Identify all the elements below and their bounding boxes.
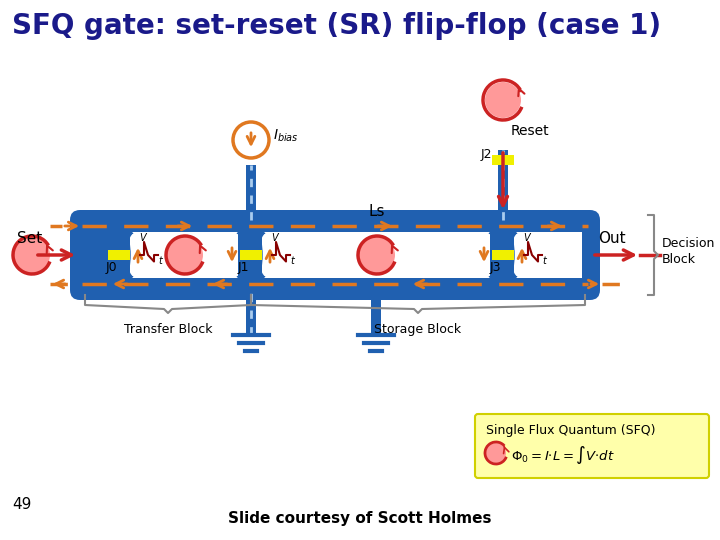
Circle shape bbox=[485, 82, 521, 118]
Bar bbox=[240, 250, 262, 260]
Bar bbox=[108, 220, 130, 290]
Circle shape bbox=[14, 237, 50, 273]
Circle shape bbox=[486, 443, 506, 463]
Text: Ls: Ls bbox=[369, 204, 385, 219]
Bar bbox=[498, 150, 508, 220]
Bar bbox=[246, 290, 256, 335]
Bar bbox=[492, 220, 514, 290]
Bar bbox=[246, 165, 256, 220]
Text: 49: 49 bbox=[12, 497, 32, 512]
Text: J1: J1 bbox=[238, 261, 250, 274]
Text: J2: J2 bbox=[481, 148, 492, 161]
Text: t: t bbox=[158, 256, 162, 267]
Bar bbox=[80, 220, 590, 232]
Text: Transfer Block: Transfer Block bbox=[124, 323, 212, 336]
Bar bbox=[492, 250, 514, 260]
Text: Out: Out bbox=[598, 231, 626, 246]
Text: V: V bbox=[523, 233, 530, 243]
FancyBboxPatch shape bbox=[70, 210, 600, 300]
Bar bbox=[492, 155, 514, 165]
Text: J0: J0 bbox=[106, 261, 117, 274]
FancyBboxPatch shape bbox=[475, 414, 709, 478]
Text: Decision: Decision bbox=[662, 237, 716, 250]
Text: SFQ gate: set-reset (SR) flip-flop (case 1): SFQ gate: set-reset (SR) flip-flop (case… bbox=[12, 12, 661, 40]
Text: Single Flux Quantum (SFQ): Single Flux Quantum (SFQ) bbox=[486, 424, 655, 437]
Circle shape bbox=[233, 122, 269, 158]
Bar bbox=[130, 230, 238, 280]
Circle shape bbox=[167, 237, 203, 273]
Text: Storage Block: Storage Block bbox=[374, 323, 462, 336]
Bar bbox=[371, 290, 381, 335]
Text: Reset: Reset bbox=[511, 124, 549, 138]
Text: t: t bbox=[290, 256, 294, 267]
Bar bbox=[514, 230, 582, 280]
Text: V: V bbox=[271, 233, 278, 243]
Bar bbox=[80, 278, 590, 290]
Text: V: V bbox=[139, 233, 145, 243]
Text: Set: Set bbox=[17, 231, 42, 246]
Text: Block: Block bbox=[662, 253, 696, 266]
Text: $\Phi_0 = I{\cdot}L = \int V{\cdot}dt$: $\Phi_0 = I{\cdot}L = \int V{\cdot}dt$ bbox=[511, 444, 615, 466]
Bar bbox=[262, 230, 490, 280]
Text: t: t bbox=[542, 256, 546, 267]
Text: J3: J3 bbox=[490, 261, 502, 274]
Text: $I_{bias}$: $I_{bias}$ bbox=[273, 128, 299, 144]
Bar bbox=[108, 250, 130, 260]
Circle shape bbox=[359, 237, 395, 273]
Text: Slide courtesy of Scott Holmes: Slide courtesy of Scott Holmes bbox=[228, 511, 492, 526]
Bar bbox=[240, 220, 262, 290]
